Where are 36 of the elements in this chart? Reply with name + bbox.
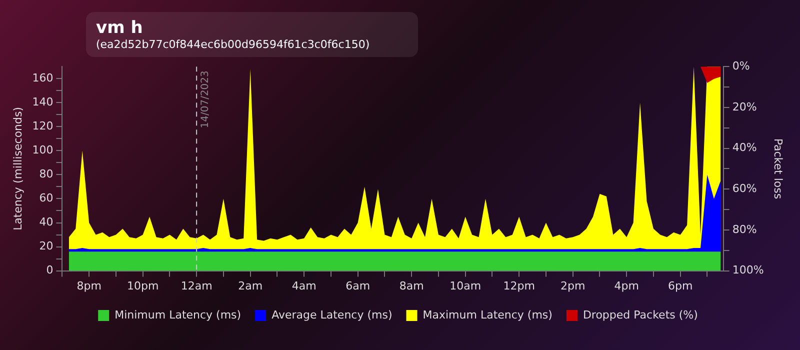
legend-label: Minimum Latency (ms) — [114, 308, 242, 322]
x-tick-label: 4pm — [614, 279, 639, 292]
y2-tick-label: 80% — [732, 222, 757, 236]
x-tick-label: 6am — [346, 279, 370, 292]
y2-axis-title: Packet loss — [772, 138, 785, 200]
y-tick-label: 80 — [39, 168, 54, 181]
y2-tick-label: 40% — [732, 141, 757, 154]
y-axis-title: Latency (milliseconds) — [11, 106, 24, 230]
x-tick-label: 6pm — [668, 279, 693, 292]
chart-title: vm h — [96, 18, 144, 38]
x-tick-label: 2am — [238, 279, 263, 292]
y2-tick-label: 0% — [732, 59, 750, 72]
y-tick-label: 0 — [46, 264, 54, 277]
x-tick-label: 12pm — [503, 279, 535, 292]
x-tick-label: 8am — [399, 279, 424, 292]
y-tick-label: 120 — [32, 120, 54, 133]
y-tick-label: 20 — [39, 240, 54, 253]
legend-label: Average Latency (ms) — [272, 308, 392, 322]
x-tick-label: 10am — [450, 279, 482, 292]
x-tick-label: 4am — [292, 279, 316, 292]
y-tick-label: 160 — [32, 71, 54, 84]
y-tick-label: 40 — [39, 216, 54, 229]
chart-subtitle: (ea2d52b77c0f844ec6b00d96594f61c3c0f6c150) — [96, 38, 371, 51]
y2-tick-label: 20% — [732, 100, 757, 114]
x-tick-label: 12am — [180, 279, 212, 292]
ref-line-label: 14/07/2023 — [200, 70, 212, 128]
y2-tick-label: 60% — [732, 182, 757, 195]
y2-tick-label: 100% — [732, 264, 764, 277]
legend-label: Maximum Latency (ms) — [422, 308, 552, 322]
y-tick-label: 100 — [32, 144, 54, 157]
x-tick-label: 2pm — [560, 279, 586, 292]
x-tick-label: 8pm — [76, 279, 102, 292]
y-tick-label: 60 — [39, 192, 54, 205]
y-tick-label: 140 — [32, 95, 54, 108]
legend-label: Dropped Packets (%) — [582, 308, 698, 322]
x-tick-label: 10pm — [126, 279, 159, 292]
